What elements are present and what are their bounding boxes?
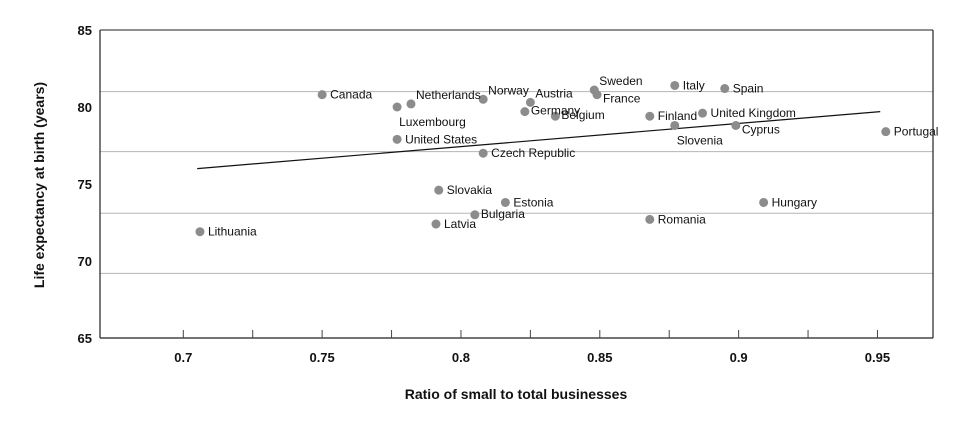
y-axis-title: Life expectancy at birth (years) [31,82,47,288]
x-axis-ticks: 0.7 0.75 0.8 0.85 0.9 0.95 [174,330,890,365]
data-point [406,99,416,109]
data-point [478,94,488,104]
x-tick-label: 0.9 [730,350,748,365]
data-point-label: Hungary [772,195,817,209]
data-point [431,219,441,229]
x-tick-label: 0.75 [309,350,334,365]
data-point-label: Sweden [599,74,642,88]
data-point [317,90,327,100]
data-point-label: Romania [658,212,706,226]
data-point-label: United States [405,132,477,146]
y-axis-ticks: 65 70 75 80 85 [78,23,92,346]
data-point [525,97,535,107]
data-point [881,127,891,137]
data-point [392,102,402,112]
data-points [195,80,891,237]
x-tick-label: 0.85 [587,350,612,365]
data-point [670,80,680,90]
data-point-label: Belgium [561,108,604,122]
data-point-label: Lithuania [208,225,257,239]
data-point-label: Netherlands [416,88,481,102]
data-point [698,108,708,118]
x-tick-label: 0.7 [174,350,192,365]
data-point-label: Italy [683,78,705,92]
data-point-label: Cyprus [742,122,780,136]
y-tick-label: 85 [78,23,92,38]
data-point-label: Germany [531,104,580,118]
trendline [197,111,881,170]
axes [99,30,934,339]
data-point-label: Spain [733,82,764,96]
data-point-label: Finland [658,109,697,123]
point-labels: Lithuania Canada Luxembourg Netherlands Unit… [208,74,939,239]
y-tick-label: 70 [78,254,92,269]
data-point [195,227,205,237]
data-point [392,134,402,144]
data-point-label: Portugal [894,125,939,139]
trendline-group [197,111,881,170]
data-point [720,84,730,94]
data-point [434,185,444,195]
data-point-label: Latvia [444,217,476,231]
data-point [645,214,655,224]
data-point [645,111,655,121]
x-tick-label: 0.95 [865,350,890,365]
x-tick-label: 0.8 [452,350,470,365]
data-point [550,111,560,121]
data-point-label: Austria [535,86,573,100]
data-point-label: Slovenia [677,133,723,147]
data-point-label: Estonia [513,195,553,209]
y-tick-label: 65 [78,331,92,346]
data-point [478,148,488,158]
x-axis-title: Ratio of small to total businesses [405,386,628,402]
data-point [731,120,741,130]
y-tick-label: 75 [78,177,92,192]
data-point-label: Slovakia [447,183,493,197]
gridlines [100,29,933,274]
data-point-label: Norway [488,83,529,97]
data-point [520,107,530,117]
data-point [500,197,510,207]
data-point-label: Canada [330,88,372,102]
data-point-label: Bulgaria [481,207,525,221]
data-point-label: France [603,92,641,106]
y-tick-label: 80 [78,100,92,115]
data-point [592,90,602,100]
data-point [759,197,769,207]
data-point-label: United Kingdom [711,106,796,120]
data-point-label: Czech Republic [491,146,575,160]
data-point-label: Luxembourg [399,115,466,129]
data-point [670,120,680,130]
data-point [470,210,480,220]
